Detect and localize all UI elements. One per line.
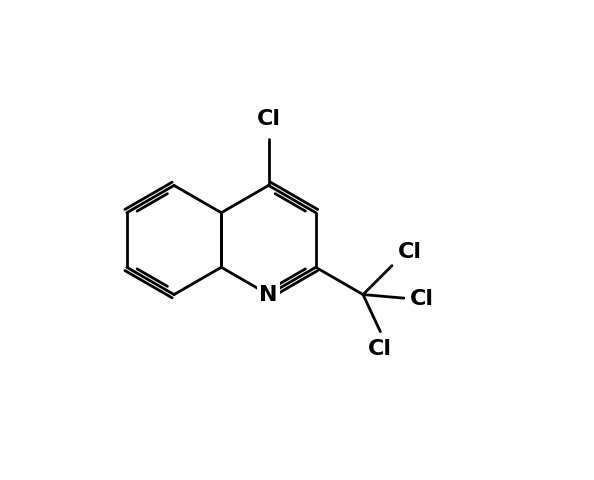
Text: N: N xyxy=(260,285,278,305)
Text: Cl: Cl xyxy=(257,108,280,129)
Text: Cl: Cl xyxy=(367,339,391,359)
Text: Cl: Cl xyxy=(397,242,422,262)
Text: Cl: Cl xyxy=(409,289,434,309)
